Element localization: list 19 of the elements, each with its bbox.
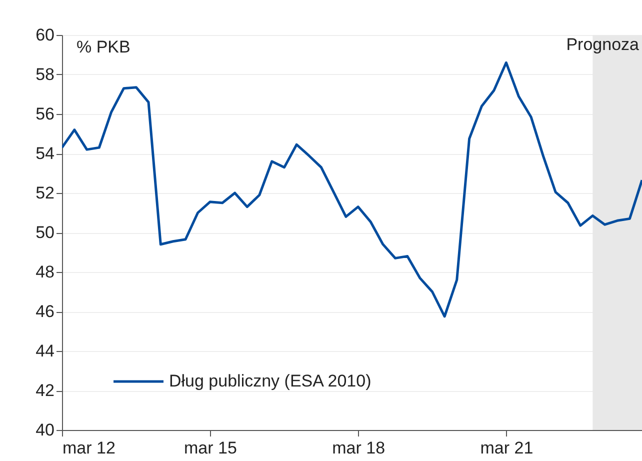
band-label: Prognoza — [566, 35, 640, 54]
y-tick-label: 44 — [36, 342, 54, 360]
y-tick-label: 46 — [36, 302, 54, 321]
x-tick-label: mar 15 — [184, 438, 237, 458]
y-tick-label: 50 — [36, 223, 54, 242]
y-axis-title: % PKB — [76, 38, 130, 56]
y-tick-label: 60 — [36, 26, 54, 44]
y-tick-label: 54 — [36, 144, 54, 163]
y-tick-label: 40 — [36, 420, 54, 440]
x-tick-label: mar 18 — [332, 438, 386, 458]
legend-label: Dług publiczny (ESA 2010) — [169, 372, 372, 390]
y-tick-label: 52 — [36, 184, 54, 202]
x-tick-label: mar 21 — [480, 438, 534, 458]
x-tick-label: mar 12 — [62, 438, 116, 458]
y-tick-label: 56 — [36, 104, 54, 124]
y-tick-label: 42 — [36, 381, 54, 400]
y-tick-label: 48 — [36, 262, 54, 282]
y-tick-label: 58 — [36, 65, 54, 84]
line-series — [62, 61, 642, 318]
